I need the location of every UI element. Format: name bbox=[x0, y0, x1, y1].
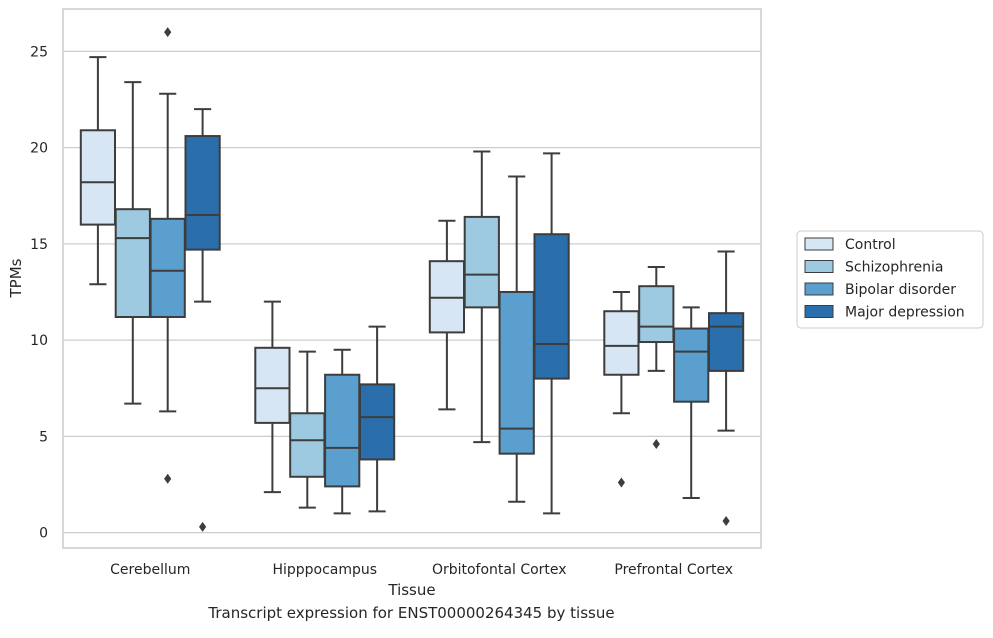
box bbox=[289, 412, 326, 478]
y-tick-label: 0 bbox=[39, 526, 48, 542]
box bbox=[673, 327, 710, 403]
box bbox=[638, 285, 675, 344]
x-tick-label: Hipppocampus bbox=[272, 562, 377, 578]
box bbox=[533, 233, 570, 380]
box bbox=[324, 373, 361, 488]
box bbox=[254, 346, 291, 424]
box-group bbox=[707, 250, 745, 527]
box bbox=[707, 312, 745, 372]
y-axis-label: TPMs bbox=[7, 258, 25, 298]
outlier-point bbox=[164, 473, 172, 484]
box-group bbox=[603, 290, 640, 488]
legend-label: Major depression bbox=[845, 305, 965, 321]
legend-swatch bbox=[804, 282, 834, 296]
outlier-point bbox=[164, 27, 172, 38]
legend-frame bbox=[796, 230, 984, 329]
x-tick-label: Cerebellum bbox=[110, 562, 190, 578]
outlier-point bbox=[722, 516, 730, 527]
box-group bbox=[184, 108, 221, 532]
y-tick-label: 25 bbox=[30, 44, 48, 60]
box bbox=[149, 217, 186, 318]
outlier-point bbox=[652, 439, 660, 450]
x-tick-label: Orbitofontal Cortex bbox=[432, 562, 567, 578]
box bbox=[114, 208, 151, 318]
x-tick-labels: Cerebellum Hipppocampus Orbitofontal Corte… bbox=[110, 562, 733, 578]
y-tick-labels: 0 5 10 15 20 25 bbox=[30, 44, 48, 541]
legend-swatch bbox=[804, 237, 834, 251]
box-group bbox=[498, 175, 535, 503]
box bbox=[79, 129, 117, 226]
box bbox=[498, 290, 535, 455]
box bbox=[358, 383, 396, 461]
y-tick-label: 10 bbox=[30, 333, 48, 349]
box-group bbox=[289, 350, 326, 509]
x-tick-label: Prefrontal Cortex bbox=[614, 562, 733, 578]
legend-swatch bbox=[804, 260, 834, 273]
outlier-point bbox=[617, 477, 625, 488]
legend-swatch bbox=[804, 305, 834, 318]
y-tick-label: 15 bbox=[30, 237, 48, 253]
y-tick-label: 5 bbox=[39, 429, 48, 445]
box-group bbox=[114, 81, 151, 405]
plot-frame bbox=[62, 8, 762, 549]
legend-label: Control bbox=[845, 237, 896, 253]
box-group bbox=[358, 325, 396, 513]
y-tick-label: 20 bbox=[30, 141, 48, 157]
outlier-point bbox=[199, 521, 207, 532]
box-group bbox=[533, 152, 570, 515]
box-group bbox=[638, 265, 675, 450]
legend-label: Bipolar disorder bbox=[845, 282, 956, 298]
box-layer bbox=[79, 27, 745, 532]
box bbox=[603, 310, 640, 376]
legend: Control Schizophrenia Bipolar disorder Majo… bbox=[796, 230, 984, 329]
x-axis-label: Tissue bbox=[387, 581, 435, 599]
figure-caption: Transcript expression for ENST0000026434… bbox=[208, 604, 615, 622]
box-group bbox=[463, 150, 500, 444]
box-group bbox=[79, 56, 117, 286]
box-group bbox=[428, 219, 466, 411]
box-group bbox=[149, 27, 186, 484]
box-group bbox=[254, 300, 291, 494]
legend-label: Schizophrenia bbox=[845, 260, 943, 276]
box bbox=[184, 135, 221, 251]
box-group bbox=[673, 306, 710, 499]
box-group bbox=[324, 348, 361, 515]
box bbox=[463, 215, 500, 309]
